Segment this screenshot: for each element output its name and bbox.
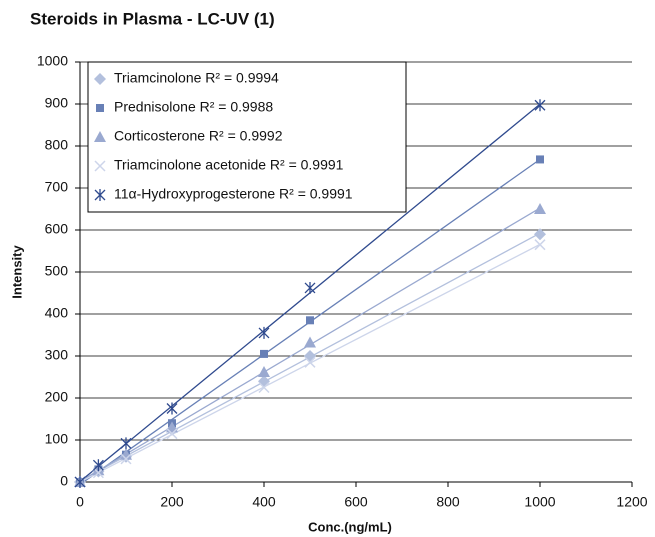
- x-tick-label: 200: [160, 494, 184, 510]
- marker: [258, 365, 270, 377]
- marker: [120, 437, 132, 450]
- marker: [536, 155, 544, 164]
- y-tick-label: 100: [45, 431, 69, 447]
- y-tick-label: 400: [45, 305, 69, 321]
- marker: [92, 459, 104, 472]
- legend-label: Triamcinolone acetonide R² = 0.9991: [114, 157, 344, 173]
- marker: [94, 73, 106, 85]
- marker: [304, 350, 316, 362]
- marker: [534, 228, 546, 241]
- marker: [534, 99, 546, 112]
- legend-box: [87, 61, 407, 213]
- x-tick-label: 0: [76, 494, 84, 510]
- y-tick-label: 900: [45, 95, 69, 111]
- marker: [534, 239, 546, 251]
- marker: [94, 131, 106, 142]
- y-tick-label: 300: [45, 347, 69, 363]
- y-tick-label: 700: [45, 179, 69, 195]
- marker: [94, 160, 106, 172]
- y-tick-label: 600: [45, 221, 69, 237]
- marker: [94, 189, 106, 201]
- marker: [120, 453, 132, 465]
- marker: [260, 349, 268, 358]
- marker: [534, 203, 546, 214]
- marker: [306, 316, 314, 325]
- x-tick-label: 800: [436, 494, 460, 510]
- marker: [74, 476, 86, 488]
- x-tick-label: 1200: [616, 494, 647, 510]
- legend-label: Corticosterone R² = 0.9992: [114, 128, 283, 144]
- marker: [96, 104, 104, 112]
- x-tick-label: 1000: [524, 494, 555, 510]
- marker: [258, 326, 270, 339]
- y-tick-label: 500: [45, 263, 69, 279]
- y-tick-label: 200: [45, 389, 69, 405]
- legend-label: Prednisolone R² = 0.9988: [114, 99, 273, 115]
- x-tick-label: 600: [344, 494, 368, 510]
- y-tick-label: 800: [45, 137, 69, 153]
- chart-title: Steroids in Plasma - LC-UV (1): [30, 9, 275, 28]
- x-tick-label: 400: [252, 494, 276, 510]
- y-tick-label: 1000: [37, 53, 68, 69]
- legend-label: Triamcinolone R² = 0.9994: [114, 70, 279, 86]
- marker: [304, 336, 316, 348]
- marker: [166, 428, 178, 440]
- y-axis-title: Intensity: [9, 245, 24, 299]
- marker: [166, 402, 178, 415]
- y-tick-label: 0: [60, 473, 68, 489]
- legend-label: 11α-Hydroxyprogesterone R² = 0.9991: [114, 186, 353, 202]
- x-axis-title: Conc.(ng/mL): [308, 519, 392, 534]
- marker: [304, 281, 316, 294]
- marker: [258, 381, 270, 394]
- marker: [304, 356, 316, 368]
